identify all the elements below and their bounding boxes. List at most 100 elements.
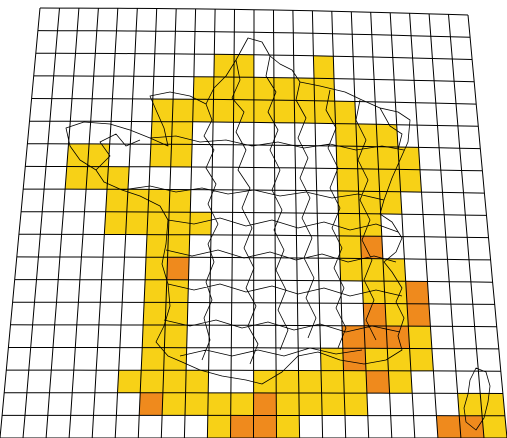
grid-cell-low bbox=[171, 121, 193, 145]
grid-cell-low bbox=[356, 146, 379, 170]
grid-cell-low bbox=[87, 143, 110, 167]
grid-cell-low bbox=[276, 415, 300, 438]
grid-cell-low bbox=[145, 257, 168, 280]
grid-cell-low bbox=[397, 147, 421, 170]
grid-cell-low bbox=[149, 144, 172, 167]
grid-cell-low bbox=[213, 76, 234, 100]
grid-cell-low bbox=[293, 77, 315, 101]
grid-column-line bbox=[137, 8, 158, 438]
grid-cell-low bbox=[253, 99, 275, 123]
grid-cell-low bbox=[166, 279, 189, 303]
grid-column-line bbox=[230, 9, 235, 438]
grid-cell-low bbox=[86, 166, 109, 190]
grid-cell-low bbox=[125, 211, 148, 235]
grid-cell-low bbox=[150, 121, 173, 145]
grid-cell-low bbox=[107, 166, 130, 190]
grid-cell-low bbox=[378, 169, 401, 192]
grid-cell-low bbox=[357, 168, 380, 192]
grid-cell-low bbox=[233, 54, 254, 78]
grid-cell-low bbox=[146, 234, 169, 258]
grid-cell-low bbox=[376, 124, 398, 148]
grid-cell-low bbox=[253, 370, 277, 393]
grid-cell-low bbox=[193, 76, 214, 100]
grid-cell-low bbox=[482, 415, 507, 438]
grid-cell-low bbox=[253, 77, 275, 101]
grid-cell-low bbox=[147, 211, 170, 235]
grid-cell-low bbox=[377, 146, 400, 170]
grid-column-line bbox=[292, 10, 301, 438]
grid-cell-low bbox=[144, 279, 167, 303]
grid-column-line bbox=[409, 13, 439, 438]
grid-cell-low bbox=[298, 392, 323, 416]
grid-cell-low bbox=[409, 348, 434, 371]
grid-cell-low bbox=[147, 189, 170, 213]
grid-cell-low bbox=[338, 213, 361, 237]
grid-column-line bbox=[428, 13, 462, 438]
grid-cell-low bbox=[480, 393, 505, 416]
grid-cell-low bbox=[192, 99, 214, 122]
grid-cell-low bbox=[169, 189, 191, 213]
grid-cell-low bbox=[298, 370, 322, 394]
grid-cell-high bbox=[365, 370, 390, 394]
grid-cell-high bbox=[363, 303, 387, 326]
grid-column-line bbox=[253, 9, 255, 438]
grid-cell-low bbox=[233, 77, 254, 100]
grid-cell-low bbox=[362, 280, 386, 304]
grid-cell-high bbox=[342, 348, 366, 371]
grid-cell-high bbox=[360, 236, 383, 259]
grid-cell-low bbox=[313, 78, 335, 102]
grid-column-line bbox=[331, 11, 347, 438]
grid-column-line bbox=[370, 12, 393, 438]
grid-column-line bbox=[350, 11, 370, 438]
grid-cell-low bbox=[162, 392, 186, 416]
grid-cell-low bbox=[361, 258, 385, 282]
grid-cell-low bbox=[313, 55, 335, 79]
grid-cell-high bbox=[139, 392, 163, 416]
grid-cell-low bbox=[164, 325, 188, 348]
grid-cell-low bbox=[339, 258, 363, 281]
grid-cell-low bbox=[336, 168, 359, 192]
grid-cell-low bbox=[355, 123, 378, 147]
grid-cell-low bbox=[276, 370, 299, 393]
grid-cell-high bbox=[230, 415, 254, 438]
grid-column-line bbox=[68, 8, 99, 438]
grid-cell-low bbox=[336, 146, 358, 169]
grid-column-line bbox=[183, 8, 197, 438]
projected-grid-layer bbox=[0, 7, 507, 438]
grid-cell-low bbox=[168, 212, 191, 235]
grid-cell-low bbox=[339, 235, 362, 259]
grid-cell-low bbox=[321, 393, 345, 416]
grid-cell-low bbox=[165, 302, 188, 326]
grid-cell-low bbox=[213, 99, 234, 123]
grid-cell-high bbox=[436, 415, 461, 438]
grid-cell-low bbox=[274, 100, 295, 123]
grid-cell-low bbox=[344, 393, 368, 416]
grid-cell-low bbox=[170, 144, 193, 167]
country-outline bbox=[65, 37, 411, 385]
grid-cell-low bbox=[185, 370, 209, 393]
grid-column-line bbox=[114, 8, 138, 438]
grid-cell-low bbox=[399, 169, 422, 193]
grid-cell-low bbox=[230, 392, 254, 416]
department-borders-layer bbox=[65, 37, 491, 431]
grid-cell-low bbox=[388, 370, 413, 394]
grid-cell-high bbox=[407, 303, 431, 327]
grid-cell-low bbox=[117, 370, 142, 393]
grid-cell-low bbox=[334, 101, 356, 124]
grid-column-line bbox=[22, 8, 60, 438]
grid-column-line bbox=[273, 9, 277, 438]
grid-column-line bbox=[467, 14, 507, 438]
grid-cell-low bbox=[151, 98, 174, 122]
grid-cell-low bbox=[65, 166, 88, 190]
grid-cell-low bbox=[207, 415, 231, 438]
grid-cell-low bbox=[382, 258, 406, 282]
grid-cell-high bbox=[253, 392, 277, 416]
grid-cell-low bbox=[189, 212, 212, 235]
grid-cell-low bbox=[140, 370, 164, 393]
grid-cell-low bbox=[172, 99, 194, 122]
grid-cell-low bbox=[314, 100, 336, 124]
grid-cell-low bbox=[408, 326, 432, 349]
grid-column-line bbox=[206, 9, 216, 438]
grid-cell-high bbox=[166, 257, 190, 280]
grid-cell-low bbox=[184, 392, 209, 416]
